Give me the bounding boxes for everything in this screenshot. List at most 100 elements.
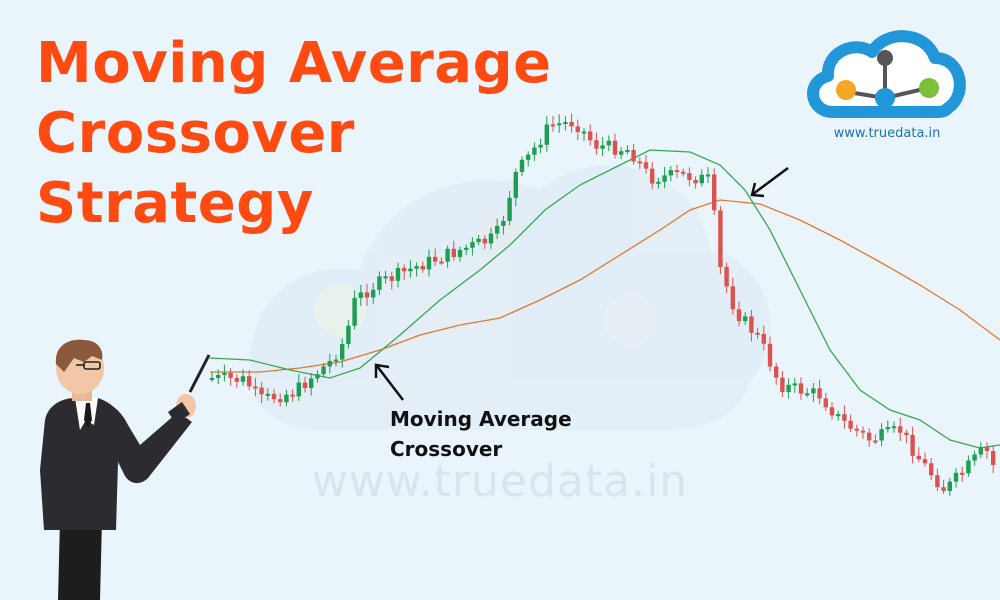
candle-body [557, 123, 562, 126]
candle-body [451, 248, 456, 257]
candle-body [464, 247, 469, 250]
candle-body [879, 429, 884, 441]
candle-body [426, 256, 432, 270]
candle-body [259, 387, 264, 395]
candle-body [445, 248, 450, 262]
candle-body [805, 393, 810, 396]
candle-body [346, 325, 351, 345]
candle-body [519, 159, 525, 172]
candle-body [408, 268, 413, 272]
candle-body [364, 292, 370, 298]
candle-body [420, 266, 425, 270]
candle-body [910, 434, 915, 456]
presenter-figure [40, 339, 211, 600]
candle-body [743, 316, 748, 322]
candle-body [600, 145, 605, 149]
candle-body [811, 388, 816, 394]
candle-body [581, 131, 587, 134]
candle-body [482, 238, 487, 244]
candle-body [513, 171, 518, 198]
candle-body [984, 447, 990, 452]
logo-url: www.truedata.in [833, 126, 941, 141]
candle-body [712, 174, 717, 211]
candle-body [643, 162, 649, 169]
crossover-arrow-bullish [374, 363, 404, 401]
candle-body [228, 372, 233, 378]
candle-body [792, 383, 797, 386]
candle-body [575, 126, 580, 133]
crossover-annotation: Moving Average Crossover [390, 404, 572, 464]
candle-body [854, 428, 859, 431]
candle-body [842, 414, 847, 421]
title-line-1: Moving Average [36, 31, 552, 96]
candle-body [209, 377, 215, 380]
candle-body [767, 343, 773, 367]
candle-body [327, 360, 332, 367]
candle-body [563, 121, 568, 124]
candle-body [817, 388, 822, 399]
candle-body [501, 220, 506, 226]
candle-body [414, 266, 419, 269]
candle-body [916, 455, 921, 460]
candle-body [588, 131, 593, 141]
candle-body [935, 475, 940, 488]
candle-body [302, 382, 308, 389]
candle-body [507, 197, 512, 221]
candle-body [836, 414, 841, 417]
candle-body [296, 382, 301, 397]
candle-body [656, 181, 661, 184]
candle-body [674, 170, 680, 173]
candle-body [265, 393, 270, 396]
candle-body [705, 174, 711, 177]
candle-body [476, 238, 481, 243]
candle-body [755, 332, 760, 335]
candle-body [389, 276, 394, 281]
candle-body [309, 378, 314, 389]
candle-body [495, 225, 500, 234]
candle-body [377, 276, 382, 290]
candle-body [383, 276, 388, 279]
candle-body [395, 267, 401, 281]
candle-body [780, 377, 785, 393]
candle-body [247, 376, 252, 387]
fast-moving-average-line [209, 149, 1000, 449]
candle-body [978, 447, 983, 455]
candle-body [848, 420, 853, 429]
candle-body [606, 140, 611, 146]
candle-body [867, 432, 872, 441]
candle-body [904, 432, 909, 435]
candle-body [860, 430, 866, 433]
candle-body [681, 171, 686, 174]
candle-body [966, 460, 971, 474]
candle-body [216, 374, 221, 378]
candle-body [823, 398, 828, 408]
candle-body [873, 440, 878, 443]
candle-body [718, 210, 723, 267]
candle-body [594, 140, 599, 149]
candle-body [953, 472, 959, 482]
candle-body [240, 376, 246, 382]
candle-body [433, 256, 438, 262]
candle-body [699, 174, 704, 184]
candle-body [284, 394, 289, 403]
candle-body [352, 297, 357, 326]
candle-body [885, 427, 890, 430]
candle-body [941, 487, 946, 491]
candle-body [662, 175, 667, 182]
annotation-line-2: Crossover [390, 437, 503, 461]
candle-body [402, 267, 407, 272]
candle-body [470, 242, 475, 248]
candle-body [829, 407, 835, 416]
candle-body [668, 170, 673, 176]
crossover-arrow-bearish [750, 166, 789, 198]
candle-body [532, 147, 537, 155]
candle-body [271, 393, 277, 400]
candle-body [321, 366, 326, 375]
candle-body [960, 472, 965, 475]
title-line-2: Crossover [36, 101, 355, 166]
candle-body [253, 386, 258, 389]
candle-body [340, 344, 345, 360]
candle-body [550, 124, 556, 127]
candle-body [947, 481, 952, 491]
